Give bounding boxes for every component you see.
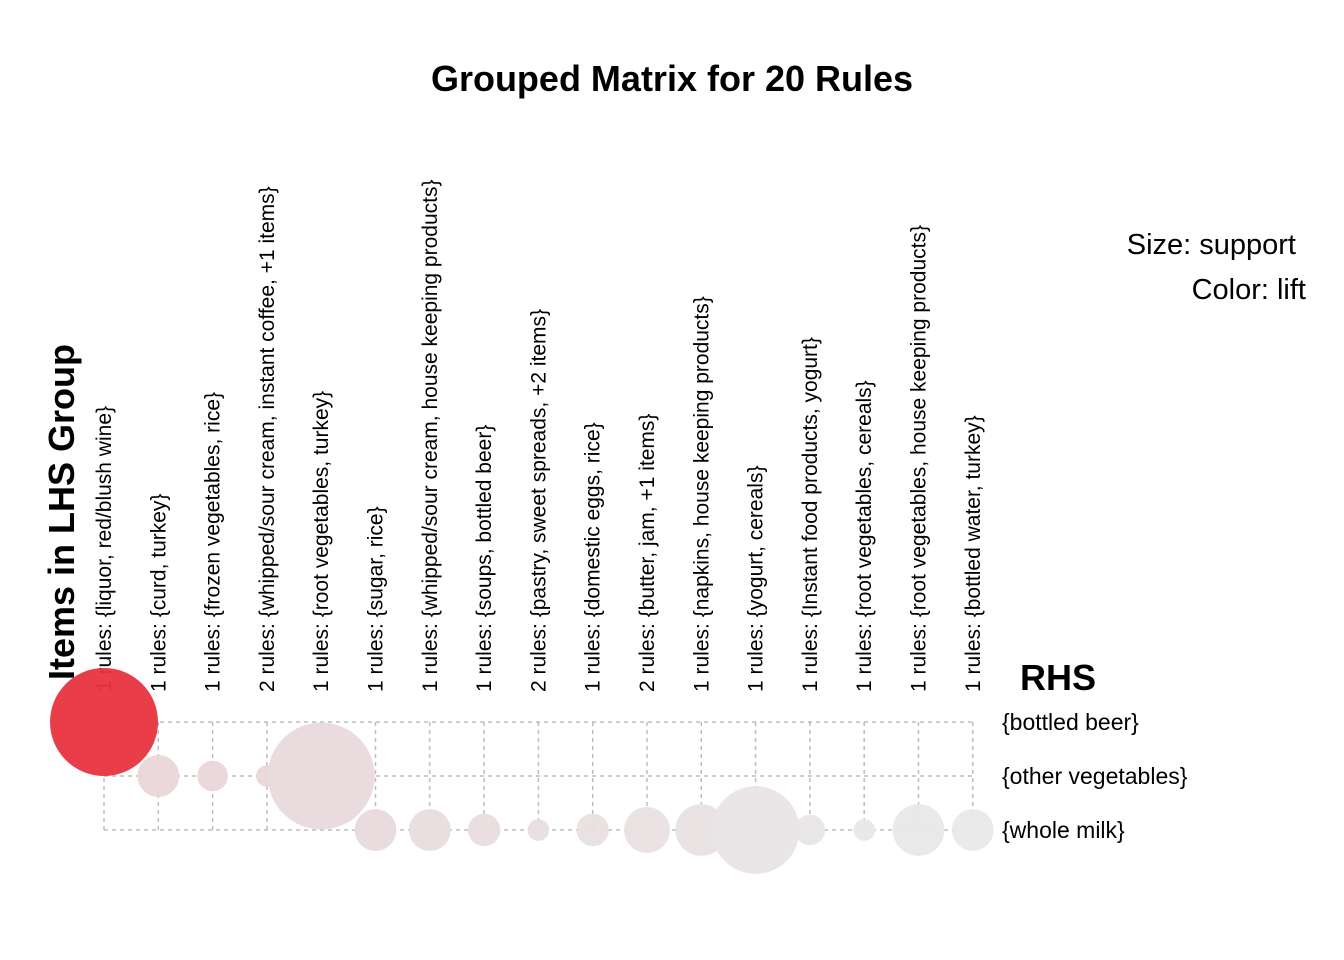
lhs-group-label: 1 rules: {liquor, red/blush wine} — [93, 406, 116, 692]
rhs-label: {other vegetables} — [1002, 763, 1188, 789]
rhs-labels: {bottled beer} {other vegetables} {whole m… — [1002, 709, 1188, 843]
data-points — [50, 668, 994, 874]
lhs-group-label: 1 rules: {Instant food products, yogurt} — [799, 337, 822, 692]
legend-size: Size: support — [1127, 229, 1296, 261]
rule-group-point — [711, 786, 800, 874]
lhs-group-labels: 1 rules: {liquor, red/blush wine} 1 rules… — [93, 180, 985, 692]
rule-group-point — [267, 722, 375, 830]
rule-group-point — [50, 668, 158, 776]
lhs-group-label: 1 rules: {curd, turkey} — [147, 494, 170, 692]
lhs-group-label: 1 rules: {yogurt, cereals} — [745, 466, 768, 692]
rule-group-point — [197, 760, 228, 792]
lhs-group-label: 1 rules: {sugar, rice} — [365, 506, 388, 692]
rule-group-point — [892, 804, 945, 856]
rule-group-point — [354, 809, 397, 851]
rule-group-point — [527, 819, 550, 841]
rule-group-point — [794, 814, 826, 846]
lhs-group-label: 2 rules: {whipped/sour cream, instant co… — [256, 186, 279, 692]
rule-group-point — [951, 809, 994, 851]
lhs-group-label: 1 rules: {soups, bottled beer} — [473, 425, 496, 692]
lhs-group-label: 1 rules: {napkins, house keeping product… — [690, 296, 713, 692]
x-axis-title: Items in LHS Group — [41, 344, 82, 680]
rhs-label: {whole milk} — [1002, 817, 1125, 843]
lhs-group-label: 1 rules: {bottled water, turkey} — [962, 415, 985, 692]
lhs-group-label: 1 rules: {frozen vegetables, rice} — [202, 392, 225, 692]
lhs-group-label: 1 rules: {root vegetables, cereals} — [853, 380, 876, 692]
lhs-group-label: 1 rules: {root vegetables, house keeping… — [908, 225, 931, 692]
lhs-group-label: 2 rules: {pastry, sweet spreads, +2 item… — [527, 309, 550, 692]
lhs-group-label: 1 rules: {root vegetables, turkey} — [310, 391, 333, 692]
rule-group-point — [408, 809, 451, 851]
rule-group-point — [576, 813, 609, 847]
chart-title: Grouped Matrix for 20 Rules — [431, 58, 913, 99]
rule-group-point — [467, 813, 501, 847]
lhs-group-label: 1 rules: {domestic eggs, rice} — [582, 422, 605, 692]
grid-lines — [103, 721, 974, 831]
rule-group-point — [624, 807, 670, 853]
rule-group-point — [137, 755, 180, 797]
rule-group-point — [853, 819, 875, 841]
y-axis-title: RHS — [1020, 657, 1096, 698]
rhs-label: {bottled beer} — [1002, 709, 1139, 735]
lhs-group-label: 1 rules: {whipped/sour cream, house keep… — [419, 180, 442, 692]
lhs-group-label: 2 rules: {butter, jam, +1 items} — [636, 414, 659, 692]
legend-color: Color: lift — [1192, 274, 1306, 306]
